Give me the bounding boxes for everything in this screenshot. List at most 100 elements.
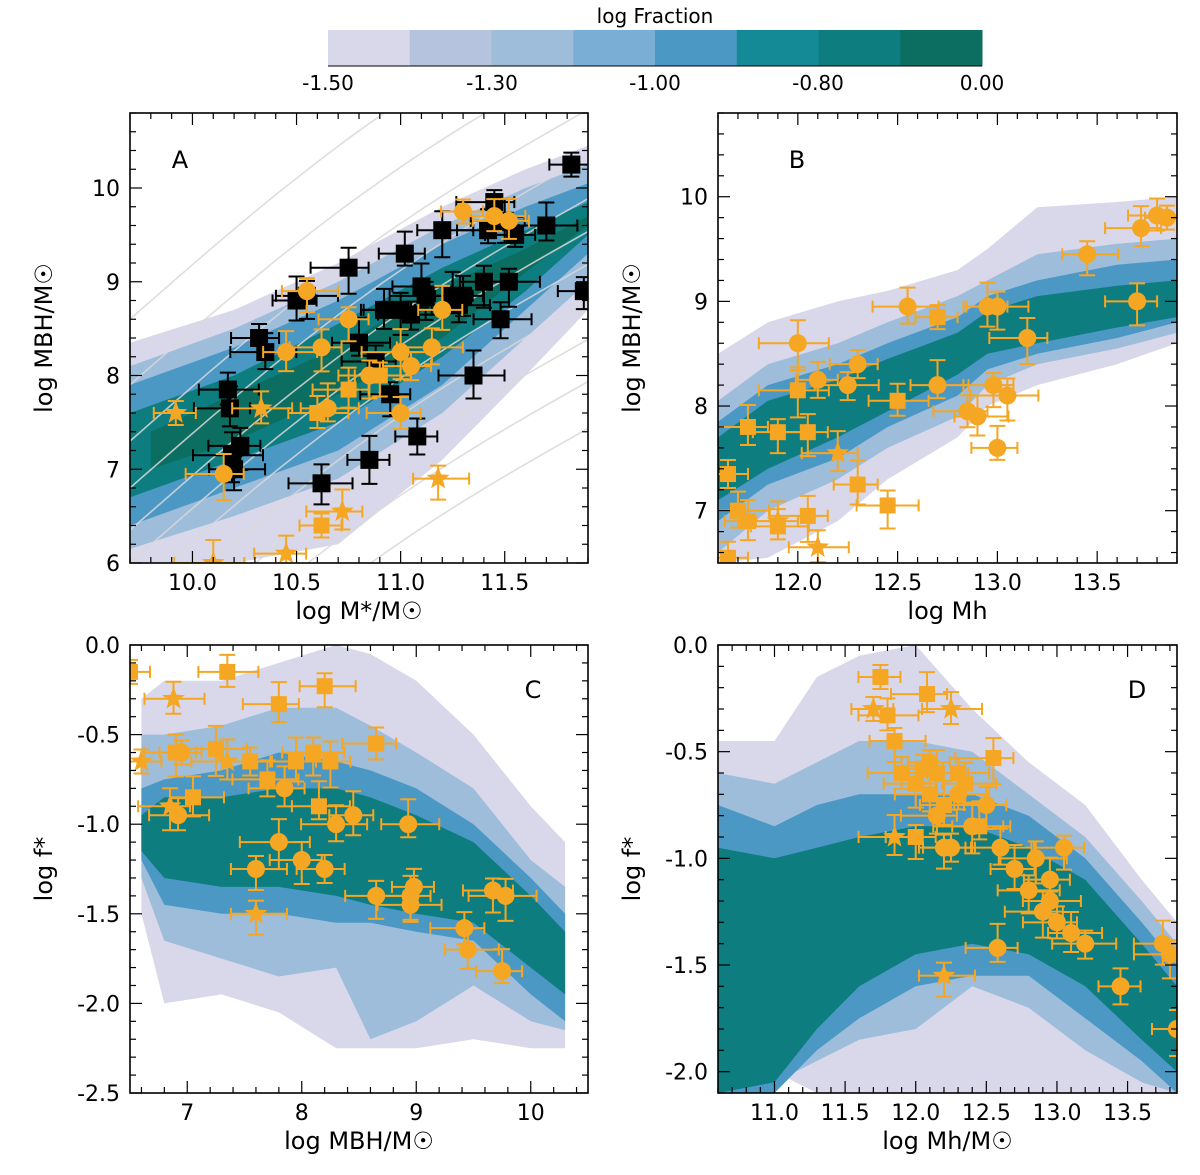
y-tick-label: 7 <box>106 458 120 483</box>
data-point <box>291 740 352 789</box>
data-point <box>280 277 339 314</box>
data-point <box>928 776 991 811</box>
y-tick-label: -2.0 <box>665 1061 708 1086</box>
data-point <box>1104 205 1163 248</box>
panel-label: C <box>525 676 542 704</box>
data-point <box>253 534 308 563</box>
square-marker <box>849 476 866 493</box>
circle-marker <box>991 838 1010 857</box>
x-tick-label: 13.5 <box>1103 1101 1152 1126</box>
data-point <box>247 765 306 808</box>
colorbar-swatch <box>573 30 656 66</box>
data-point <box>774 413 829 458</box>
panel-label: A <box>172 146 189 174</box>
x-tick-label: 7 <box>180 1101 194 1126</box>
circle-marker <box>1148 206 1167 225</box>
square-marker <box>879 497 896 514</box>
data-point <box>298 672 357 709</box>
y-tick-label: 8 <box>106 365 120 390</box>
data-point <box>231 759 300 798</box>
colorbar-swatch <box>655 30 738 66</box>
data-point <box>471 197 530 240</box>
density-band <box>718 280 1177 501</box>
axis-label: log M*/M☉ <box>295 597 422 625</box>
colorbar-tick-label: -0.80 <box>792 71 844 95</box>
square-marker <box>339 258 358 277</box>
circle-marker <box>998 386 1017 405</box>
y-tick-label: 9 <box>694 290 708 315</box>
circle-marker <box>315 860 334 878</box>
square-marker <box>242 753 259 770</box>
square-marker <box>322 753 339 770</box>
colorbar-tick-label: -1.50 <box>302 71 354 95</box>
plot-frame <box>717 112 1178 564</box>
circle-marker <box>1078 245 1097 264</box>
circle-marker <box>344 806 363 825</box>
data-point <box>1104 282 1159 327</box>
circle-marker <box>391 404 410 422</box>
data-point <box>970 424 1019 461</box>
colorbar-swatch <box>736 30 819 66</box>
data-point <box>1051 929 1118 960</box>
star-marker <box>244 901 268 924</box>
square-marker <box>433 221 452 240</box>
square-marker <box>207 740 224 757</box>
colorbar-title: log Fraction <box>597 4 714 28</box>
circle-marker <box>269 833 288 852</box>
data-point <box>341 726 398 761</box>
x-tick-label: 13.0 <box>1032 1101 1081 1126</box>
square-marker <box>220 399 239 418</box>
circle-marker <box>327 815 346 834</box>
data-point <box>395 327 464 366</box>
data-point <box>868 727 927 763</box>
x-tick-label: 13.5 <box>1073 571 1122 596</box>
data-point <box>130 748 163 775</box>
data-point <box>287 395 350 429</box>
axis-label: log MBH/M☉ <box>284 1127 434 1155</box>
colorbar-swatch <box>409 30 492 66</box>
data-point <box>508 201 579 242</box>
square-marker <box>310 798 327 815</box>
plot-area <box>718 645 1177 1093</box>
data-point <box>909 359 970 400</box>
circle-marker <box>927 806 946 825</box>
data-point <box>906 749 951 776</box>
square-marker <box>491 310 510 329</box>
square-marker <box>799 507 816 524</box>
star-marker <box>164 401 188 423</box>
plot-frame <box>717 644 1178 1094</box>
x-tick-label: 10.5 <box>272 571 321 596</box>
data-point <box>152 400 197 426</box>
y-tick-label: -0.5 <box>77 724 120 749</box>
data-point <box>1047 911 1104 953</box>
model-track-line <box>130 113 386 320</box>
data-point <box>365 396 422 430</box>
star-marker <box>249 396 273 418</box>
square-marker <box>499 272 518 291</box>
panel-d: 11.0 11.5 12.0 12.5 13.0 13.5 0.0 -0.5 -1.0 -1.5 -… <box>618 634 1178 1155</box>
data-point <box>1061 240 1120 277</box>
model-track-line <box>130 113 584 442</box>
data-point <box>443 927 500 970</box>
data-point <box>346 434 391 485</box>
circle-marker <box>1055 838 1074 857</box>
data-point <box>467 877 538 922</box>
star-marker <box>932 963 956 986</box>
square-marker <box>340 381 357 398</box>
data-point <box>962 372 1015 409</box>
data-point <box>800 430 859 473</box>
data-point <box>394 417 439 456</box>
data-point <box>143 680 206 715</box>
plot-frame <box>129 644 589 1094</box>
circle-marker <box>433 300 452 319</box>
data-point <box>417 284 464 331</box>
y-tick-label: -2.5 <box>77 1082 120 1107</box>
square-marker <box>309 405 326 421</box>
circle-marker <box>988 438 1007 457</box>
colorbar-ticks: -1.50 -1.30 -1.00 -0.80 0.00 <box>302 71 1004 95</box>
data-point <box>437 349 506 400</box>
square-marker <box>381 385 400 404</box>
square-marker <box>371 367 388 384</box>
square-marker <box>360 450 379 469</box>
